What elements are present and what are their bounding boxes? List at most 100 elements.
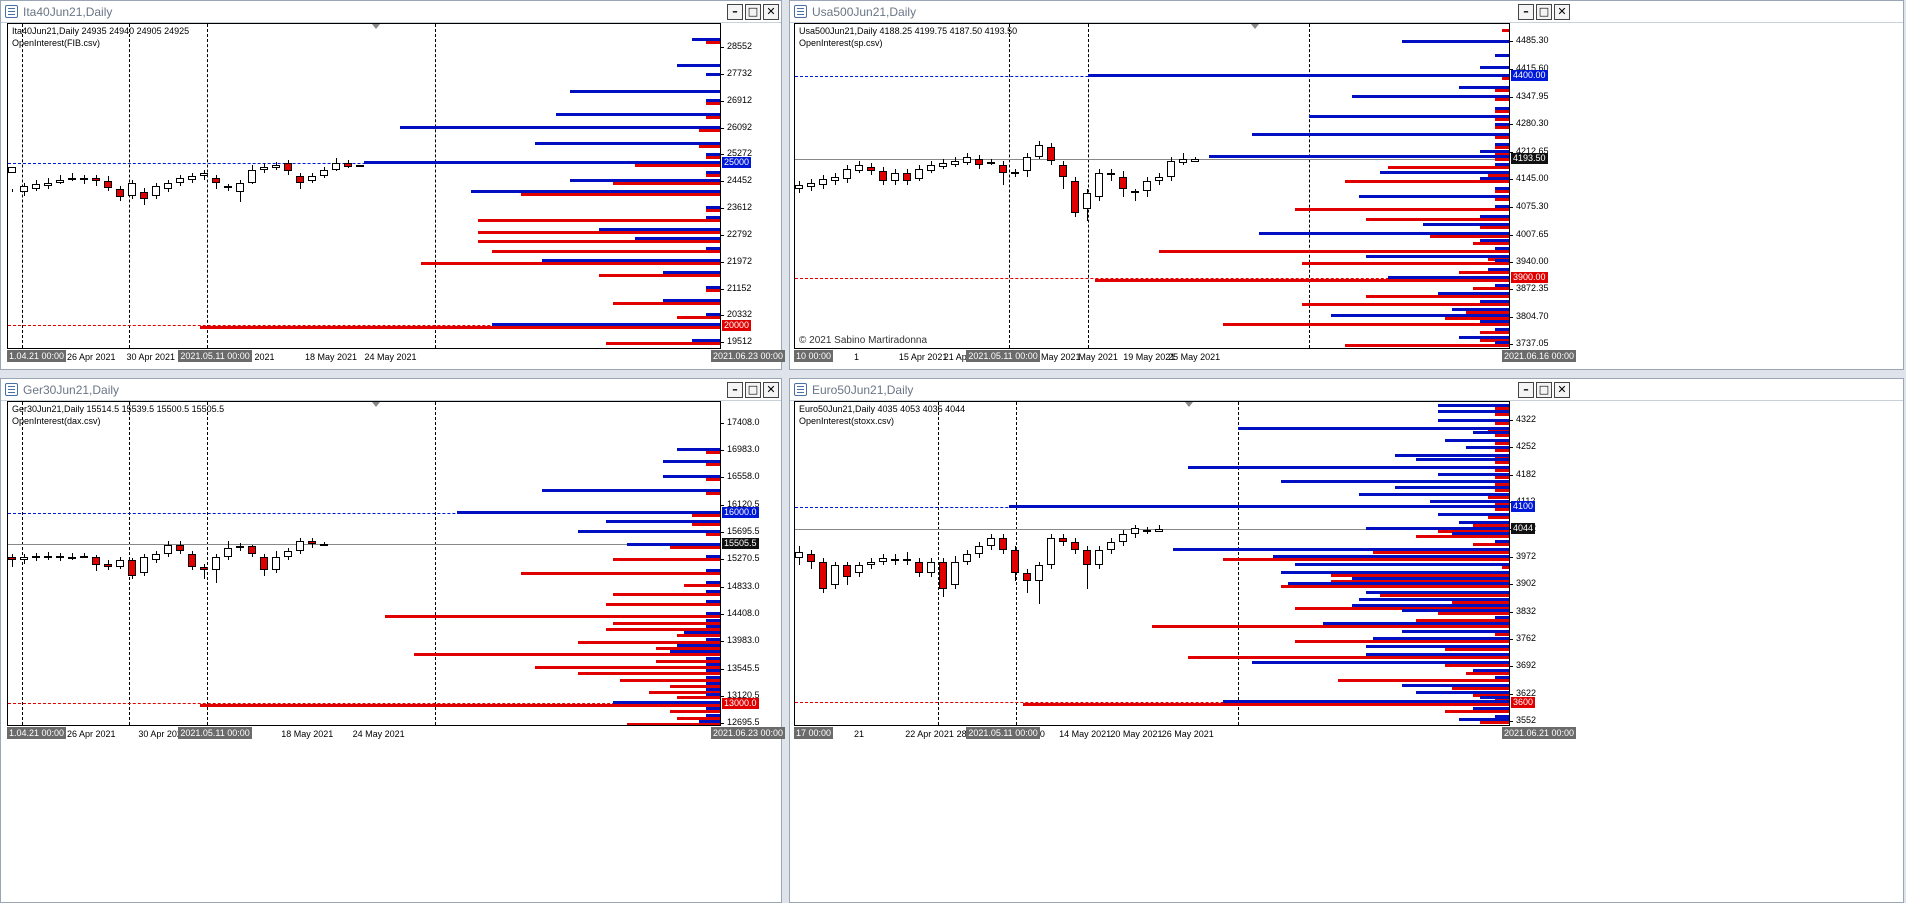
call-oi-bar [1223,699,1509,703]
price-axis[interactable]: 4322425241824112404239723902383237623692… [1510,401,1572,726]
candle-body [1059,538,1067,543]
candle-body [8,557,16,561]
put-oi-bar [1444,663,1509,667]
call-oi-bar [705,599,720,603]
candle-body [272,164,280,169]
time-tag: 2021.06.23 00:00 [711,350,786,362]
put-oi-bar [705,491,720,495]
maximize-button[interactable]: □ [1536,4,1552,20]
put-oi-bar [1494,488,1509,492]
candle-body [176,544,184,551]
put-oi-bar [634,164,720,168]
candle-wick [907,551,908,566]
call-oi-bar [606,520,720,524]
put-oi-bar [1459,270,1509,274]
put-oi-bar [1480,338,1509,342]
price-axis-label: 13983.0 [727,635,760,646]
close-button[interactable]: ✕ [1554,382,1570,398]
price-chart-area[interactable]: Usa500Jun21,Daily 4188.25 4199.75 4187.5… [794,23,1510,349]
candle-body [260,557,268,570]
candle-body [963,553,971,562]
put-oi-bar [1473,286,1509,290]
put-oi-bar [705,209,720,213]
put-oi-bar [620,678,720,682]
price-chart-area[interactable]: Ger30Jun21,Daily 15514.5 15539.5 15500.5… [7,401,721,726]
price-chart-area[interactable]: Ita40Jun21,Daily 24935 24940 24905 24925… [7,23,721,349]
window-titlebar[interactable]: Usa500Jun21,Daily – □ ✕ [790,1,1903,23]
candle-body [224,186,232,188]
put-oi-bar [655,646,720,650]
put-oi-bar [1301,262,1509,266]
candle-wick [1027,569,1028,593]
axis-tick [721,127,724,129]
window-titlebar[interactable]: Euro50Jun21,Daily – □ ✕ [790,379,1903,401]
candle-body [819,178,827,185]
call-oi-bar [1394,454,1509,458]
call-oi-bar [1437,409,1509,413]
price-level-line [8,512,720,514]
put-oi-bar [613,593,720,596]
minimize-button[interactable]: – [1518,382,1534,398]
candle-body [248,545,256,554]
minimize-button[interactable]: – [727,382,743,398]
call-oi-bar [705,72,720,76]
price-tag: 13000.0 [722,697,759,709]
axis-tick [1510,447,1513,449]
price-chart-area[interactable]: Euro50Jun21,Daily 4035 4053 4035 4044 Op… [794,401,1510,726]
call-oi-bar [705,580,720,584]
close-button[interactable]: ✕ [1554,4,1570,20]
close-button[interactable]: ✕ [763,4,779,20]
candle-body [32,184,40,190]
call-oi-bar [698,719,720,723]
candle-body [1011,549,1019,574]
price-axis[interactable]: 4485.30 4415.60 4347.95 4280.30 4212.65 4145.… [1510,23,1572,349]
chart-window-icon [794,383,807,396]
price-axis-label: 27732 [727,68,753,79]
candle-body [903,559,911,562]
call-oi-bar [598,227,720,231]
price-axis[interactable]: 28552 27732 26912 26092 25272 24452 23612 22792… [721,23,781,349]
candle-body [116,189,124,198]
candle-body [152,186,160,196]
window-titlebar[interactable]: Ger30Jun21,Daily – □ ✕ [1,379,781,401]
put-oi-bar [1366,294,1509,298]
call-oi-bar [705,624,720,628]
candle-wick [1003,160,1004,185]
call-oi-bar [1359,195,1509,199]
candle-body [200,566,208,570]
call-oi-bar [663,460,720,464]
call-oi-bar [542,259,720,263]
call-oi-bar [1480,149,1509,153]
minimize-button[interactable]: – [727,4,743,20]
window-titlebar[interactable]: Ita40Jun21,Daily – □ ✕ [1,1,781,23]
price-axis[interactable]: 17408.0 16983.0 16558.0 16120.5 15695.5 15270… [721,401,781,727]
axis-tick [721,154,724,156]
maximize-button[interactable]: □ [745,4,761,20]
axis-tick [1510,556,1513,558]
axis-tick [1510,721,1513,723]
call-oi-bar [1430,500,1509,504]
candle-wick [991,158,992,165]
call-oi-bar [670,650,720,654]
close-button[interactable]: ✕ [763,382,779,398]
candle-body [987,162,995,165]
candle-body [807,182,815,187]
minimize-button[interactable]: – [1518,4,1534,20]
axis-tick [721,181,724,183]
maximize-button[interactable]: □ [745,382,761,398]
put-oi-bar [420,262,720,266]
candle-body [951,160,959,165]
chart-window-icon [5,5,18,18]
candle-body [1107,172,1115,175]
time-axis-label: 26 May 2021 [1161,729,1214,739]
put-oi-bar [1330,580,1509,584]
call-oi-bar [1494,247,1509,251]
call-oi-bar [1359,493,1509,497]
candle-body [915,561,923,574]
maximize-button[interactable]: □ [1536,382,1552,398]
chart-window-ger30: Ger30Jun21,Daily – □ ✕ Ger30Jun21,Daily … [0,378,786,903]
